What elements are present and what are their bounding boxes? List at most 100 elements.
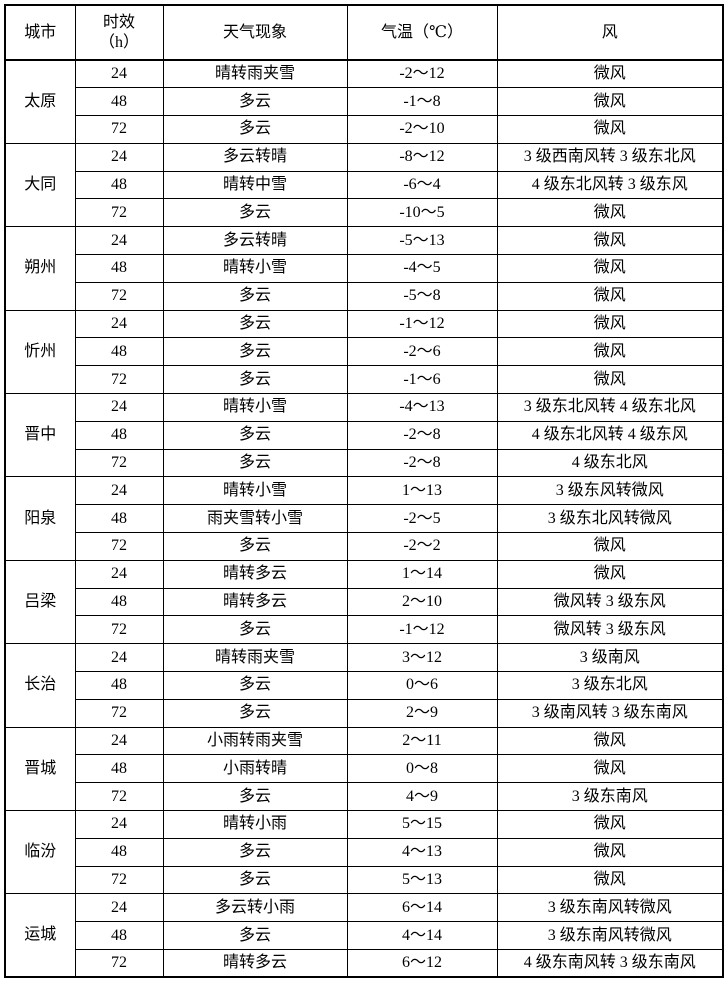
wind-cell: 3 级东南风: [496, 782, 724, 812]
temp-cell: 4～9: [346, 782, 498, 812]
weather-cell: 晴转多云: [162, 559, 348, 589]
temp-cell: 5～13: [346, 865, 498, 895]
wind-cell: 微风: [496, 198, 724, 228]
weather-cell: 小雨转雨夹雪: [162, 726, 348, 756]
hours-cell: 48: [74, 170, 164, 200]
weather-cell: 多云: [162, 337, 348, 367]
hours-cell: 72: [74, 532, 164, 561]
forecast-row: 72 多云 -10～5 微风: [5, 198, 724, 228]
city-name-cell: 晋中: [4, 393, 76, 478]
temp-cell: -5～13: [346, 226, 498, 256]
wind-cell: 3 级南风: [496, 643, 724, 673]
forecast-row: 72 多云 -1～6 微风: [5, 365, 724, 395]
wind-cell: 微风: [496, 726, 724, 756]
forecast-row: 72 多云 5～13 微风: [5, 865, 724, 895]
hours-cell: 24: [74, 309, 164, 339]
wind-cell: 微风: [496, 837, 724, 867]
temp-cell: -4～13: [346, 393, 498, 422]
city-name-cell: 大同: [4, 142, 76, 228]
hours-cell: 72: [74, 782, 164, 812]
wind-cell: 微风: [496, 59, 724, 89]
header-temperature: 气温（℃）: [346, 4, 498, 61]
header-wind: 风: [496, 4, 724, 61]
forecast-row: 48 小雨转晴 0～8 微风: [5, 754, 724, 784]
hours-cell: 48: [74, 921, 164, 950]
weather-cell: 多云: [162, 87, 348, 117]
wind-cell: 3 级东北风转微风: [496, 504, 724, 534]
weather-cell: 多云: [162, 865, 348, 895]
weather-cell: 多云: [162, 309, 348, 339]
weather-cell: 晴转多云: [162, 949, 348, 978]
temp-cell: 3～12: [346, 643, 498, 673]
weather-cell: 多云: [162, 837, 348, 867]
hours-cell: 24: [74, 726, 164, 756]
wind-cell: 3 级南风转 3 级东南风: [496, 698, 724, 728]
forecast-row: 太原 24 晴转雨夹雪 -2～12 微风: [4, 59, 724, 144]
weather-cell: 多云: [162, 532, 348, 561]
hours-cell: 48: [74, 754, 164, 784]
forecast-row: 72 多云 -2～10 微风: [5, 115, 724, 144]
wind-cell: 微风: [496, 87, 724, 117]
wind-cell: 4 级东北风转 3 级东风: [496, 170, 724, 200]
hours-cell: 72: [74, 949, 164, 978]
wind-cell: 微风: [496, 115, 724, 144]
forecast-row: 晋城 24 小雨转雨夹雪 2～11 微风: [4, 726, 724, 812]
temp-cell: -2～8: [346, 420, 498, 450]
header-period: 时效 （h）: [74, 4, 164, 61]
forecast-row: 48 晴转小雪 -4～5 微风: [5, 254, 724, 283]
weather-cell: 多云: [162, 921, 348, 950]
header-weather: 天气现象: [162, 4, 348, 61]
forecast-row: 48 多云 -2～6 微风: [5, 337, 724, 367]
hours-cell: 72: [74, 115, 164, 144]
temp-cell: 5～15: [346, 810, 498, 839]
forecast-row: 吕梁 24 晴转多云 1～14 微风: [4, 559, 724, 645]
hours-cell: 48: [74, 671, 164, 700]
wind-cell: 微风: [496, 365, 724, 395]
wind-cell: 4 级东北风: [496, 448, 724, 478]
temp-cell: 0～8: [346, 754, 498, 784]
weather-forecast-table: 城市 时效 （h） 天气现象 气温（℃） 风 太原 24 晴转雨夹雪 -2～12 微风 4…: [4, 4, 724, 979]
wind-cell: 微风: [496, 309, 724, 339]
temp-cell: 2～11: [346, 726, 498, 756]
temp-cell: -8～12: [346, 142, 498, 172]
hours-cell: 24: [74, 810, 164, 839]
temp-cell: -10～5: [346, 198, 498, 228]
forecast-row: 72 晴转多云 6～12 4 级东南风转 3 级东南风: [5, 949, 724, 978]
weather-cell: 晴转小雪: [162, 254, 348, 283]
temp-cell: 6～12: [346, 949, 498, 978]
hours-cell: 48: [74, 837, 164, 867]
wind-cell: 微风: [496, 254, 724, 283]
hours-cell: 24: [74, 643, 164, 673]
forecast-row: 72 多云 -2～8 4 级东北风: [5, 448, 724, 478]
forecast-row: 阳泉 24 晴转小雪 1～13 3 级东风转微风: [4, 476, 724, 561]
wind-cell: 微风: [496, 281, 724, 311]
weather-cell: 多云: [162, 115, 348, 144]
header-period-line1: 时效: [102, 13, 135, 31]
hours-cell: 72: [74, 448, 164, 478]
weather-cell: 晴转小雨: [162, 810, 348, 839]
temp-cell: -1～6: [346, 365, 498, 395]
temp-cell: -4～5: [346, 254, 498, 283]
weather-cell: 多云转小雨: [162, 893, 348, 923]
forecast-row: 72 多云 -2～2 微风: [5, 532, 724, 561]
temp-cell: -1～12: [346, 615, 498, 645]
hours-cell: 48: [74, 504, 164, 534]
wind-cell: 4 级东南风转 3 级东南风: [496, 949, 724, 978]
temp-cell: 4～13: [346, 837, 498, 867]
wind-cell: 微风转 3 级东风: [496, 587, 724, 617]
wind-cell: 微风转 3 级东风: [496, 615, 724, 645]
weather-cell: 多云: [162, 420, 348, 450]
weather-cell: 小雨转晴: [162, 754, 348, 784]
city-name-cell: 临汾: [4, 810, 76, 895]
hours-cell: 72: [74, 615, 164, 645]
hours-cell: 48: [74, 587, 164, 617]
forecast-row: 48 雨夹雪转小雪 -2～5 3 级东北风转微风: [5, 504, 724, 534]
weather-cell: 多云: [162, 615, 348, 645]
city-name-cell: 朔州: [4, 226, 76, 311]
temp-cell: 1～13: [346, 476, 498, 506]
temp-cell: -2～2: [346, 532, 498, 561]
temp-cell: -2～5: [346, 504, 498, 534]
weather-cell: 多云: [162, 281, 348, 311]
temp-cell: -2～8: [346, 448, 498, 478]
